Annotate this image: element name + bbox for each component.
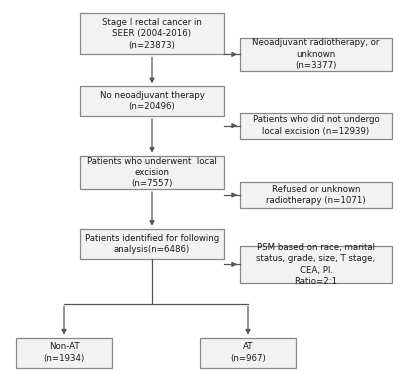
- Text: AT
(n=967): AT (n=967): [230, 342, 266, 363]
- Text: Patients who did not undergo
local excision (n=12939): Patients who did not undergo local excis…: [253, 116, 379, 136]
- FancyBboxPatch shape: [240, 182, 392, 208]
- FancyBboxPatch shape: [80, 13, 224, 54]
- FancyBboxPatch shape: [80, 86, 224, 116]
- Text: Neoadjuvant radiotherapy, or
unknown
(n=3377): Neoadjuvant radiotherapy, or unknown (n=…: [252, 38, 380, 70]
- FancyBboxPatch shape: [200, 338, 296, 368]
- Text: PSM based on race, marital
status, grade, size, T stage,
CEA, PI.
Ratio=2:1: PSM based on race, marital status, grade…: [256, 243, 376, 286]
- FancyBboxPatch shape: [240, 38, 392, 71]
- FancyBboxPatch shape: [240, 246, 392, 283]
- Text: Patients who underwent  local
excision
(n=7557): Patients who underwent local excision (n…: [87, 156, 217, 189]
- Text: Stage I rectal cancer in
SEER (2004-2016)
(n=23873): Stage I rectal cancer in SEER (2004-2016…: [102, 18, 202, 50]
- Text: Non-AT
(n=1934): Non-AT (n=1934): [43, 342, 85, 363]
- FancyBboxPatch shape: [80, 156, 224, 189]
- Text: Refused or unknown
radiotherapy (n=1071): Refused or unknown radiotherapy (n=1071): [266, 185, 366, 205]
- Text: Patients identified for following
analysis(n=6486): Patients identified for following analys…: [85, 234, 219, 254]
- Text: No neoadjuvant therapy
(n=20496): No neoadjuvant therapy (n=20496): [100, 91, 204, 111]
- FancyBboxPatch shape: [16, 338, 112, 368]
- FancyBboxPatch shape: [240, 112, 392, 139]
- FancyBboxPatch shape: [80, 229, 224, 259]
